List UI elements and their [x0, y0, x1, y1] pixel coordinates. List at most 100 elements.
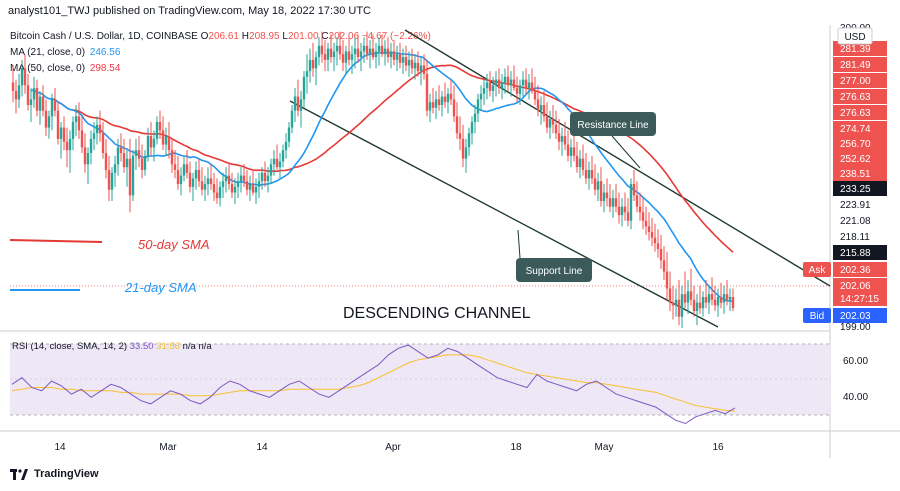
candle-body [230, 184, 234, 193]
rsi-axis-40: 40.00 [843, 392, 868, 403]
candle-body [494, 79, 498, 86]
candle-body [41, 96, 45, 111]
candle-body [632, 184, 636, 196]
candle-body [569, 147, 573, 156]
open-value: 206.61 [208, 31, 239, 42]
candle-body [389, 51, 393, 58]
price-axis[interactable]: 281.39 281.49 277.00 276.63 276.63 274.74 256.… [833, 23, 887, 333]
candle-body [575, 155, 579, 168]
candle-body [623, 206, 627, 213]
candle-body [368, 48, 372, 55]
last-price: 202.06 [840, 281, 871, 292]
close-value: 202.06 [328, 31, 360, 42]
price-axis-label: 281.39 [840, 44, 871, 55]
candle-body [212, 184, 216, 193]
candle-body [509, 79, 513, 86]
candle-body [440, 96, 444, 106]
ma21-value: 246.56 [89, 47, 121, 58]
candle-body [455, 116, 459, 134]
candle-body [107, 169, 111, 190]
candle-body [77, 116, 81, 131]
currency-badge[interactable] [837, 27, 873, 45]
rsi-lines [11, 344, 736, 425]
symbol-name: Bitcoin Cash / U.S. Dollar, 1D, COINBASE [10, 31, 198, 42]
candle-body [506, 76, 510, 86]
candle-body [47, 116, 51, 128]
candle-body [479, 93, 483, 100]
candle-body [26, 85, 30, 106]
candle-body [290, 110, 294, 128]
candle-body [578, 158, 582, 168]
candle-body [353, 48, 357, 55]
candle-body [410, 59, 414, 69]
ma50-label: MA (50, close, 0) [10, 63, 86, 74]
price-axis-label: 256.70 [840, 139, 871, 150]
candle-body [62, 127, 66, 142]
candle-body [170, 150, 174, 165]
resistance-label: Resistance Line [577, 120, 649, 131]
change-value: −4.67 (−2.26%) [361, 31, 431, 42]
candle-body [341, 54, 345, 63]
bid-price-tag [833, 308, 887, 323]
candle-body [188, 172, 192, 187]
ask-label: Ask [809, 265, 827, 276]
candle-body [683, 294, 687, 303]
time-axis[interactable]: 14 Mar 14 Apr 18 May 16 [54, 442, 724, 453]
candle-body [101, 133, 105, 154]
candle-body [629, 184, 633, 221]
candle-body [722, 294, 726, 303]
candle-body [515, 88, 519, 94]
candle-body [566, 144, 570, 156]
candle-body [95, 124, 99, 134]
candle-body [32, 88, 36, 100]
candle-body [233, 186, 237, 193]
candle-body [491, 85, 495, 91]
price-axis-tag [833, 89, 887, 104]
candle-body [89, 138, 93, 154]
candle-body [674, 299, 678, 306]
candle-body [614, 198, 618, 207]
candle-body [602, 192, 606, 201]
candle-body [266, 175, 270, 182]
candle-body [335, 45, 339, 52]
candle-body [731, 296, 735, 309]
ma50-line [48, 64, 734, 253]
last-price-tag [833, 278, 887, 306]
tradingview-footer[interactable]: TradingView [10, 468, 99, 480]
candle-body [701, 296, 705, 309]
rsi-legend: RSI (14, close, SMA, 14, 2) 33.50 31.56 … [12, 341, 212, 352]
rsi-axis-60: 60.00 [843, 356, 868, 367]
sma50-swatch [9, 239, 103, 243]
candle-body [56, 110, 60, 139]
candle-body [542, 105, 546, 117]
candle-body [314, 57, 318, 69]
low-value: 201.00 [287, 31, 319, 42]
candle-body [80, 130, 84, 148]
candle-body [500, 82, 504, 89]
candle-body [404, 57, 408, 66]
price-axis-label: 221.08 [840, 216, 871, 227]
candle-body [587, 169, 591, 179]
candle-body [236, 181, 240, 187]
candle-body [182, 164, 186, 176]
candle-body [140, 158, 144, 170]
candle-body [269, 164, 273, 176]
currency-label: USD [844, 32, 865, 43]
candle-body [677, 299, 681, 317]
candle-body [302, 76, 306, 100]
candle-body [164, 136, 168, 145]
candle-body [161, 130, 165, 145]
candle-body [497, 79, 501, 89]
bid-tag [803, 308, 831, 323]
candle-body [245, 181, 249, 190]
candle-body [446, 93, 450, 103]
high-value: 208.95 [249, 31, 280, 42]
candle-body [392, 51, 396, 60]
candle-body [608, 198, 612, 207]
publish-header: analyst101_TWJ published on TradingView.… [8, 5, 371, 17]
candle-body [557, 133, 561, 142]
candle-body [206, 178, 210, 185]
candle-body [179, 175, 183, 185]
resistance-callout [570, 112, 656, 136]
